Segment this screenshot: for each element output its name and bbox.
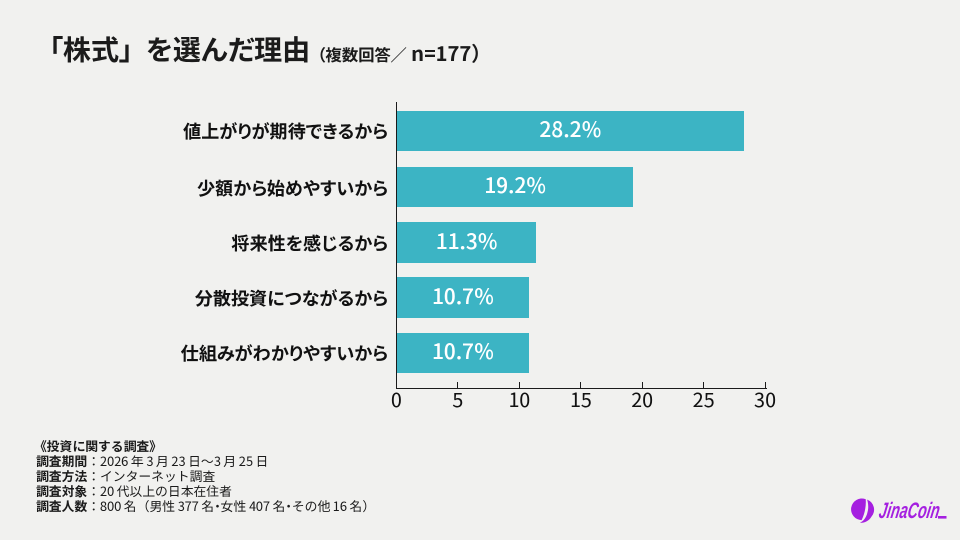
svg-text:JinaCoin: JinaCoin bbox=[877, 499, 942, 524]
